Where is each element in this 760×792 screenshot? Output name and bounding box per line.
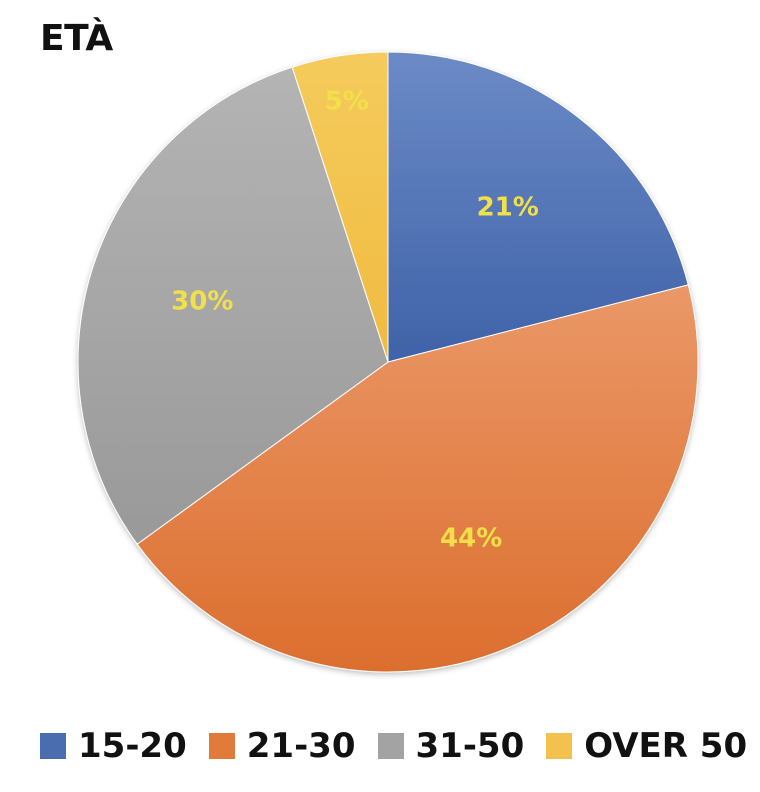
pie-slices (77, 51, 699, 673)
legend: 15-20 21-30 31-50 OVER 50 (40, 726, 747, 766)
pie-slice-21-30 (136, 284, 699, 673)
data-label-31-50: 30% (171, 287, 233, 317)
legend-label: 31-50 (415, 726, 525, 766)
legend-label: OVER 50 (584, 726, 748, 766)
legend-label: 21-30 (246, 726, 356, 766)
data-label-15-20: 21% (477, 193, 539, 223)
pie-slice-15-20 (387, 51, 689, 363)
legend-item-21-30: 21-30 (208, 726, 356, 766)
legend-item-over-50: OVER 50 (546, 726, 747, 766)
data-label-21-30: 44% (440, 524, 502, 554)
legend-swatch (546, 733, 573, 759)
pie-data-labels: 21% 44% 30% 5% (171, 87, 539, 554)
legend-item-15-20: 15-20 (40, 726, 187, 766)
legend-swatch (208, 733, 235, 759)
legend-item-31-50: 31-50 (377, 726, 525, 766)
pie-slice-31-50 (77, 66, 389, 545)
legend-swatch (40, 733, 66, 759)
chart-title: ETÀ (40, 18, 113, 59)
data-label-over-50: 5% (325, 87, 369, 117)
legend-label: 15-20 (78, 726, 187, 766)
pie-slice-over-50 (291, 51, 389, 363)
legend-swatch (377, 733, 404, 759)
